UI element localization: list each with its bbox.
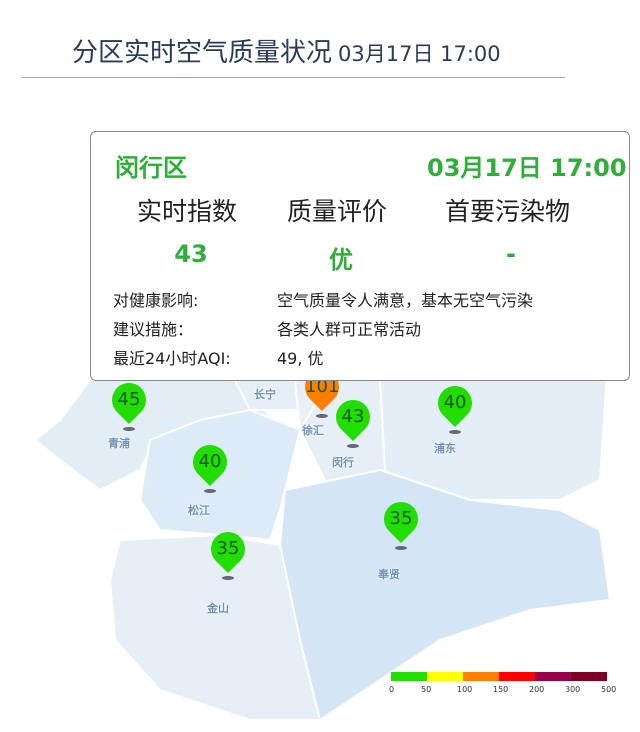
advice-row: 建议措施： 各类人群可正常活动 [113,316,421,340]
legend-tick: 500 [601,685,617,694]
col-header-rating: 质量评价 [287,197,388,226]
popup-district-name: 闵行区 [115,154,187,182]
district-label-changning: 长宁 [254,388,276,401]
aqi-value: 40 [443,392,467,413]
region-jinshan [108,533,322,721]
health-impact-row: 对健康影响: 空气质量令人满意，基本无空气污染 [113,287,533,311]
district-label-fengxian: 奉贤 [378,568,400,581]
legend-tick: 100 [457,685,473,694]
district-label-qingpu: 青浦 [108,437,130,450]
aqi-value: 35 [216,538,240,559]
legend-tick: 50 [421,685,432,694]
title-text: 分区实时空气质量状况 [72,38,333,68]
primary-pollutant: - [506,240,516,268]
legend-tick: 150 [493,685,509,694]
legend-tick: 0 [389,685,395,694]
legend-swatch [463,672,499,681]
row-value: 各类人群可正常活动 [277,320,422,339]
quality-rating: 优 [329,246,353,274]
district-label-xuhui: 徐汇 [302,424,324,437]
region-fengxian [278,468,612,722]
district-label-songjiang: 松江 [188,504,210,517]
legend-tick: 200 [529,685,545,694]
row-value: 空气质量令人满意，基本无空气污染 [277,291,534,310]
aqi-value: 35 [389,508,413,529]
col-header-pollutant: 首要污染物 [445,197,571,226]
aqi-value: 101 [305,376,340,397]
legend-swatch [499,672,535,681]
legend-tick: 300 [565,685,581,694]
row-label: 最近24小时AQI: [113,349,231,368]
district-label-pudong: 浦东 [434,442,456,455]
aqi-value: 43 [174,240,208,268]
row-label: 建议措施： [113,320,194,339]
aqi-value: 45 [117,389,141,410]
aqi-value: 40 [198,451,222,472]
divider [22,77,565,78]
legend-swatch [427,672,463,681]
page-title: 分区实时空气质量状况 03月17日 17:00 [72,32,501,69]
title-time: 03月17日 17:00 [338,42,501,66]
aqi-24h-row: 最近24小时AQI: 49, 优 [113,345,324,369]
district-info-popup: 闵行区 03月17日 17:00 实时指数 质量评价 首要污染物 43 优 - … [90,131,630,381]
district-label-minhang: 闵行 [332,456,354,469]
legend-swatch [535,672,571,681]
row-value: 49, 优 [277,349,324,368]
aqi-color-legend [391,672,607,681]
col-header-index: 实时指数 [137,197,238,226]
legend-swatch [391,672,427,681]
row-label: 对健康影响: [113,291,199,310]
legend-swatch [571,672,607,681]
district-label-jinshan: 金山 [207,602,229,615]
popup-time: 03月17日 17:00 [427,154,627,182]
aqi-value: 43 [341,406,365,427]
